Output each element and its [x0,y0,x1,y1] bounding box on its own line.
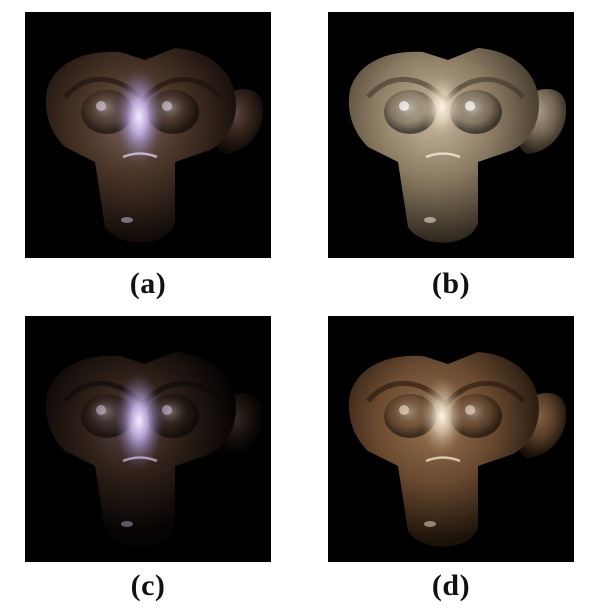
head-shape [45,48,264,243]
head-shape [348,48,567,243]
head-shape [348,352,567,547]
render-panel-c [25,316,271,562]
caption-a: (a) [129,267,167,300]
monkey-head-render-d [348,352,567,547]
monkey-head-render-c [45,352,264,547]
render-panel-b [328,12,574,258]
render-panel-a [25,12,271,258]
head-shape [45,352,264,547]
render-panel-d [328,316,574,562]
caption-d: (d) [431,569,471,602]
monkey-head-render-b [348,48,567,243]
caption-c: (c) [130,569,166,602]
monkey-head-render-a [45,48,264,243]
caption-b: (b) [431,267,471,300]
